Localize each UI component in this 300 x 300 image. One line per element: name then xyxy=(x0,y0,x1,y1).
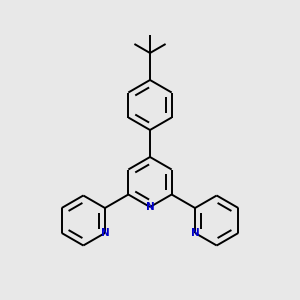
Text: N: N xyxy=(100,228,109,238)
Text: N: N xyxy=(191,228,200,238)
Text: N: N xyxy=(146,202,154,212)
